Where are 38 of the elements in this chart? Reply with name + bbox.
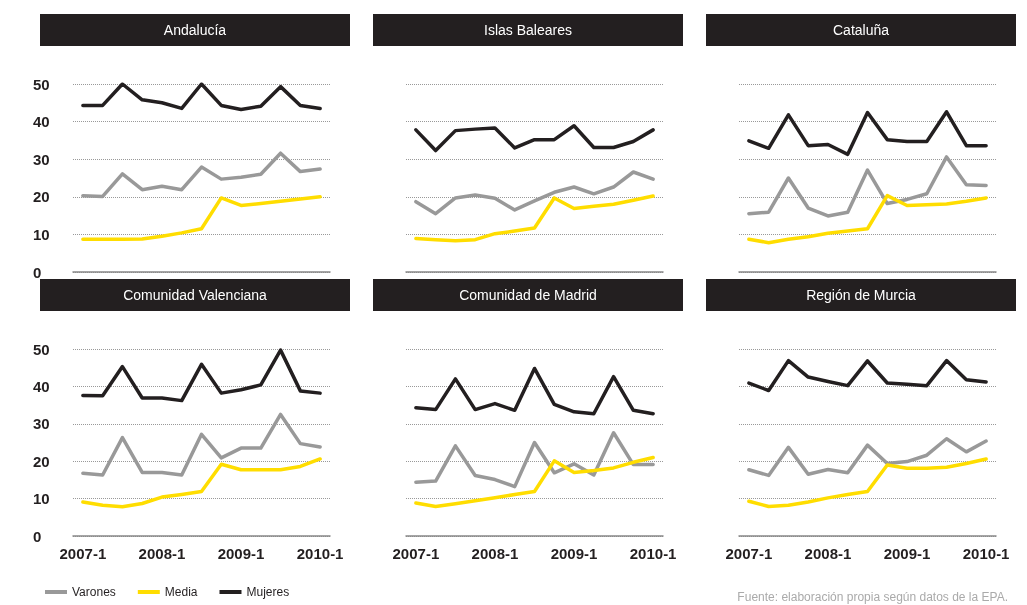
chart-title: Islas Baleares <box>484 22 572 38</box>
chart-title: Región de Murcia <box>806 287 917 303</box>
y-tick-label: 10 <box>33 225 50 243</box>
chart-title: Cataluña <box>832 22 890 38</box>
y-tick-label: 10 <box>33 490 50 508</box>
source-note: Fuente: elaboración propia según datos de la EPA. <box>737 590 1009 604</box>
y-tick-label: 0 <box>33 527 42 545</box>
x-tick-label: 2008-1 <box>804 545 852 562</box>
x-tick-label: 2007-1 <box>392 545 440 562</box>
x-tick-label: 2008-1 <box>138 545 186 562</box>
y-tick-label: 40 <box>33 113 50 131</box>
x-tick-label: 2009-1 <box>217 545 265 562</box>
x-tick-label: 2007-1 <box>725 545 773 562</box>
y-tick-label: 30 <box>33 150 50 168</box>
x-tick-label: 2010-1 <box>962 545 1010 562</box>
y-tick-label: 40 <box>33 377 50 395</box>
chart-title: Comunidad de Madrid <box>459 287 597 303</box>
y-tick-label: 50 <box>33 340 50 358</box>
y-tick-label: 0 <box>33 263 42 281</box>
x-tick-label: 2008-1 <box>471 545 519 562</box>
y-tick-label: 20 <box>33 452 50 470</box>
x-tick-label: 2009-1 <box>883 545 931 562</box>
chart-title: Andalucía <box>163 22 227 38</box>
chart-title: Comunidad Valenciana <box>123 287 268 303</box>
x-tick-label: 2010-1 <box>296 545 344 562</box>
line-series <box>81 195 322 242</box>
y-tick-label: 20 <box>33 188 50 206</box>
line-series <box>81 348 322 403</box>
x-tick-label: 2007-1 <box>59 545 107 562</box>
legend-label: Varones <box>72 585 116 599</box>
legend-label: Mujeres <box>246 585 290 599</box>
line-series <box>81 82 322 112</box>
line-series <box>81 457 322 509</box>
y-tick-label: 30 <box>33 415 50 433</box>
x-tick-label: 2010-1 <box>629 545 677 562</box>
y-tick-label: 50 <box>33 75 50 93</box>
legend-label: Media <box>164 585 198 599</box>
x-tick-label: 2009-1 <box>550 545 598 562</box>
